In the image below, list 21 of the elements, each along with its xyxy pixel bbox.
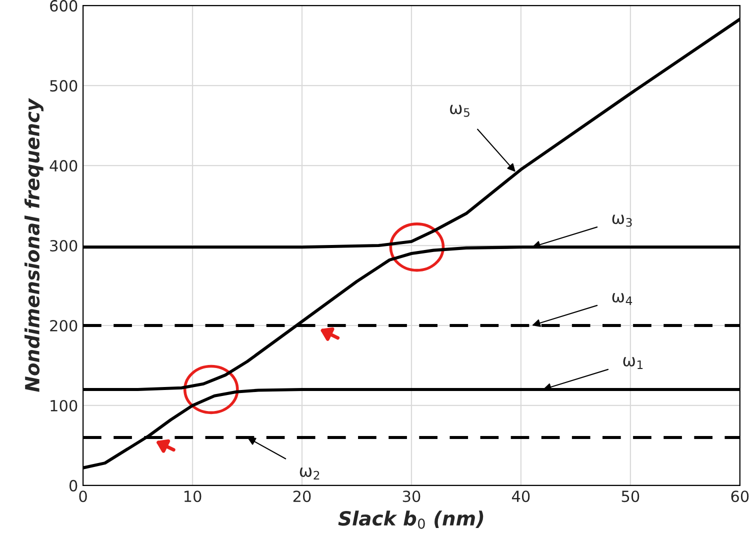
y-tick-label: 400 xyxy=(50,160,78,172)
annotation: ω$_{5}$ xyxy=(450,104,470,117)
x-tick-label: 20 xyxy=(293,490,311,502)
y-tick-label: 500 xyxy=(50,80,78,92)
x-axis-title: Slack b$_{0}$ (nm) xyxy=(338,510,484,529)
annotation: ω$_{3}$ xyxy=(612,214,632,227)
x-tick-label: 30 xyxy=(402,490,420,502)
y-tick-label: 600 xyxy=(50,0,78,12)
y-axis-title: Nondimensional frequency xyxy=(24,98,44,392)
y-tick-label: 300 xyxy=(50,240,78,252)
y-tick-label: 200 xyxy=(50,320,78,332)
x-tick-label: 10 xyxy=(184,490,202,502)
annotation: ω$_{1}$ xyxy=(623,357,643,369)
x-tick-label: 60 xyxy=(731,490,749,502)
x-tick-label: 0 xyxy=(79,490,87,502)
y-tick-label: 0 xyxy=(69,480,78,492)
x-tick-label: 50 xyxy=(622,490,640,502)
annotation: ω$_{2}$ xyxy=(300,468,320,480)
annotation: ω$_{4}$ xyxy=(612,293,632,306)
x-tick-label: 40 xyxy=(512,490,530,502)
y-tick-label: 100 xyxy=(50,400,78,412)
